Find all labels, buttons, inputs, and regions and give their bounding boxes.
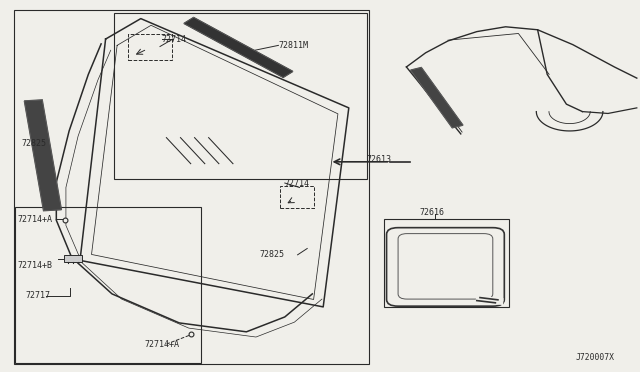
Bar bbox=[280, 186, 314, 208]
Text: 72714+B: 72714+B bbox=[18, 262, 53, 270]
Text: 72714: 72714 bbox=[162, 35, 187, 44]
Bar bbox=[114, 13, 367, 179]
Polygon shape bbox=[184, 17, 293, 77]
Polygon shape bbox=[24, 100, 61, 211]
Text: 72613: 72613 bbox=[366, 155, 391, 164]
Text: 72616: 72616 bbox=[419, 208, 444, 217]
Bar bbox=[384, 219, 509, 307]
Bar bbox=[14, 10, 369, 364]
Text: 72825: 72825 bbox=[259, 250, 284, 259]
Text: 72714: 72714 bbox=[285, 179, 310, 187]
Text: J720007X: J720007X bbox=[576, 353, 614, 362]
Text: 72811M: 72811M bbox=[278, 41, 308, 50]
Text: 72825: 72825 bbox=[21, 139, 46, 148]
Text: 72717: 72717 bbox=[26, 291, 51, 300]
Polygon shape bbox=[411, 68, 463, 128]
Bar bbox=[128, 34, 172, 60]
Text: 72714+A: 72714+A bbox=[18, 215, 53, 224]
Bar bbox=[64, 255, 82, 262]
Text: 72714+A: 72714+A bbox=[144, 340, 179, 349]
Bar bbox=[15, 207, 201, 363]
